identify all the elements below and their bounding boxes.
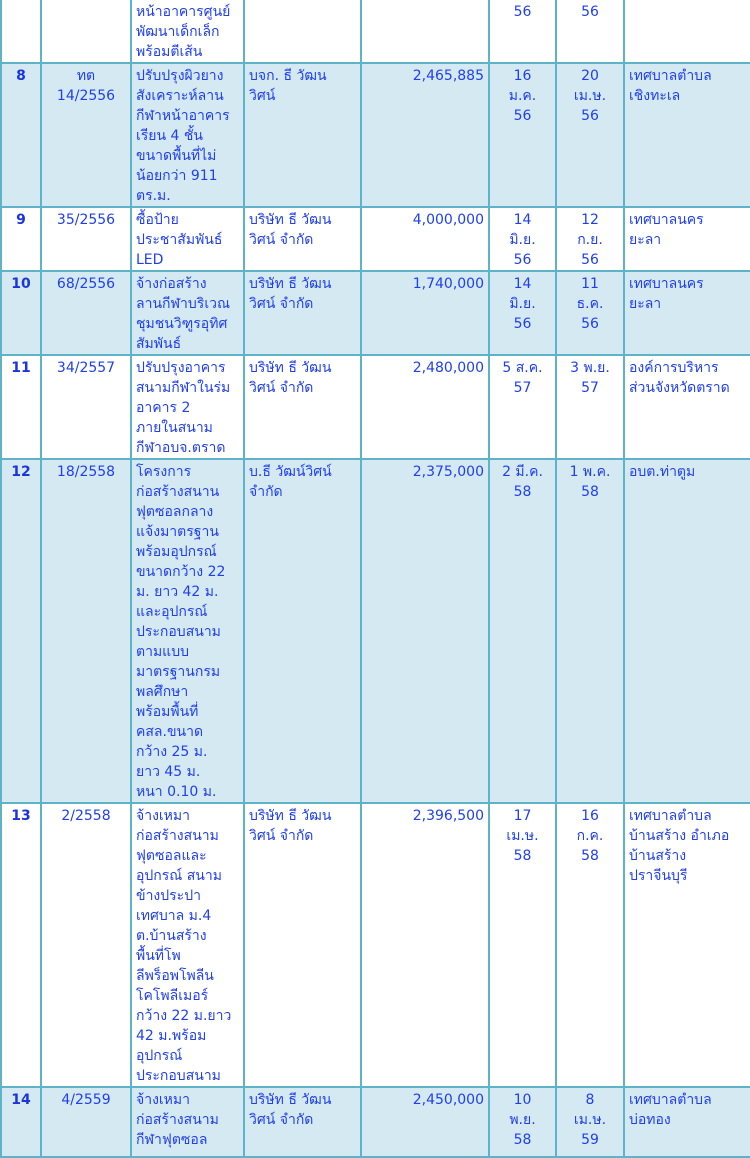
end-date-cell: 11 ธ.ค. 56 [555, 270, 625, 356]
table-row: 12 18/2558 โครงการ ก่อสร้างสนาน ฟุตซอลกลาง… [0, 458, 750, 804]
contractor-name-cell: บ.ธี วัฒน์วิศน์ จำกัด [243, 458, 362, 804]
end-date-cell: 1 พ.ค. 58 [555, 458, 625, 804]
contract-amount-cell: 1,740,000 [360, 270, 490, 356]
contract-number-cell: 18/2558 [40, 458, 132, 804]
contract-amount-cell: 2,480,000 [360, 354, 490, 460]
row-number-cell: 14 [0, 1086, 42, 1158]
table-row: หน้าอาคารศูนย์ พัฒนาเด็กเล็ก พร้อมตีเส้น… [0, 0, 750, 64]
project-description-cell: หน้าอาคารศูนย์ พัฒนาเด็กเล็ก พร้อมตีเส้น [130, 0, 245, 64]
row-number-cell: 9 [0, 206, 42, 272]
contractor-name-cell: บจก. ธี วัฒน วิศน์ [243, 62, 362, 208]
agency-name-cell: เทศบาลตำบล เชิงทะเล [623, 62, 750, 208]
row-number-cell: 10 [0, 270, 42, 356]
contractor-name-cell: บริษัท ธี วัฒน วิศน์ จำกัด [243, 802, 362, 1088]
contract-amount-cell: 2,450,000 [360, 1086, 490, 1158]
end-date-cell: 20 เม.ษ. 56 [555, 62, 625, 208]
contractor-name-cell: บริษัท ธี วัฒน วิศน์ จำกัด [243, 354, 362, 460]
contract-amount-cell: 2,375,000 [360, 458, 490, 804]
row-number-cell: 8 [0, 62, 42, 208]
project-description-cell: จ้างเหมา ก่อสร้างสนาม ฟุตซอลและ อุปกรณ์ … [130, 802, 245, 1088]
end-date-cell: 56 [555, 0, 625, 64]
table-row: 13 2/2558 จ้างเหมา ก่อสร้างสนาม ฟุตซอลและ … [0, 802, 750, 1088]
table-row: 8 ทต 14/2556 ปรับปรุงผิวยาง สังเคราะห์ลาน … [0, 62, 750, 208]
contractor-name-cell [243, 0, 362, 64]
contractor-name-cell: บริษัท ธี วัฒน วิศน์ จำกัด [243, 1086, 362, 1158]
project-description-cell: จ้างเหมา ก่อสร้างสนาม กีฬาฟุตซอล [130, 1086, 245, 1158]
end-date-cell: 12 ก.ย. 56 [555, 206, 625, 272]
contract-amount-cell [360, 0, 490, 64]
start-date-cell: 10 พ.ย. 58 [488, 1086, 557, 1158]
contract-number-cell [40, 0, 132, 64]
row-number-cell [0, 0, 42, 64]
agency-name-cell: องค์การบริหาร ส่วนจังหวัดตราด [623, 354, 750, 460]
row-number-cell: 13 [0, 802, 42, 1088]
contract-number-cell: 35/2556 [40, 206, 132, 272]
start-date-cell: 16 ม.ค. 56 [488, 62, 557, 208]
project-description-cell: ปรับปรุงผิวยาง สังเคราะห์ลาน กีฬาหน้าอาค… [130, 62, 245, 208]
start-date-cell: 14 มิ.ย. 56 [488, 270, 557, 356]
contract-number-cell: 34/2557 [40, 354, 132, 460]
table-row: 14 4/2559 จ้างเหมา ก่อสร้างสนาม กีฬาฟุตซอล… [0, 1086, 750, 1158]
start-date-cell: 14 มิ.ย. 56 [488, 206, 557, 272]
table-row: 10 68/2556 จ้างก่อสร้าง ลานกีฬาบริเวณ ชุมช… [0, 270, 750, 356]
contractor-name-cell: บริษัท ธี วัฒน วิศน์ จำกัด [243, 206, 362, 272]
start-date-cell: 56 [488, 0, 557, 64]
agency-name-cell: เทศบาลตำบล บ่อทอง [623, 1086, 750, 1158]
end-date-cell: 8 เม.ษ. 59 [555, 1086, 625, 1158]
contract-amount-cell: 4,000,000 [360, 206, 490, 272]
start-date-cell: 5 ส.ค. 57 [488, 354, 557, 460]
start-date-cell: 17 เม.ษ. 58 [488, 802, 557, 1088]
end-date-cell: 3 พ.ย. 57 [555, 354, 625, 460]
contract-number-cell: 2/2558 [40, 802, 132, 1088]
contract-number-cell: 4/2559 [40, 1086, 132, 1158]
agency-name-cell: เทศบาลตำบล บ้านสร้าง อำเภอ บ้านสร้าง ปรา… [623, 802, 750, 1088]
project-description-cell: จ้างก่อสร้าง ลานกีฬาบริเวณ ชุมชนวิฑูรอุท… [130, 270, 245, 356]
contract-number-cell: ทต 14/2556 [40, 62, 132, 208]
agency-name-cell: อบต.ท่าตูม [623, 458, 750, 804]
row-number-cell: 12 [0, 458, 42, 804]
table-row: 11 34/2557 ปรับปรุงอาคาร สนามกีฬาในร่ม อาค… [0, 354, 750, 460]
project-description-cell: โครงการ ก่อสร้างสนาน ฟุตซอลกลาง แจ้งมาตร… [130, 458, 245, 804]
project-description-cell: ซื้อป้าย ประชาสัมพันธ์ LED [130, 206, 245, 272]
project-description-cell: ปรับปรุงอาคาร สนามกีฬาในร่ม อาคาร 2 ภายใ… [130, 354, 245, 460]
agency-name-cell: เทศบาลนคร ยะลา [623, 270, 750, 356]
contract-amount-cell: 2,465,885 [360, 62, 490, 208]
agency-name-cell [623, 0, 750, 64]
contract-amount-cell: 2,396,500 [360, 802, 490, 1088]
table-row: 9 35/2556 ซื้อป้าย ประชาสัมพันธ์ LED บริษัท… [0, 206, 750, 272]
contract-number-cell: 68/2556 [40, 270, 132, 356]
row-number-cell: 11 [0, 354, 42, 460]
start-date-cell: 2 มี.ค. 58 [488, 458, 557, 804]
agency-name-cell: เทศบาลนคร ยะลา [623, 206, 750, 272]
end-date-cell: 16 ก.ค. 58 [555, 802, 625, 1088]
contractor-name-cell: บริษัท ธี วัฒน วิศน์ จำกัด [243, 270, 362, 356]
